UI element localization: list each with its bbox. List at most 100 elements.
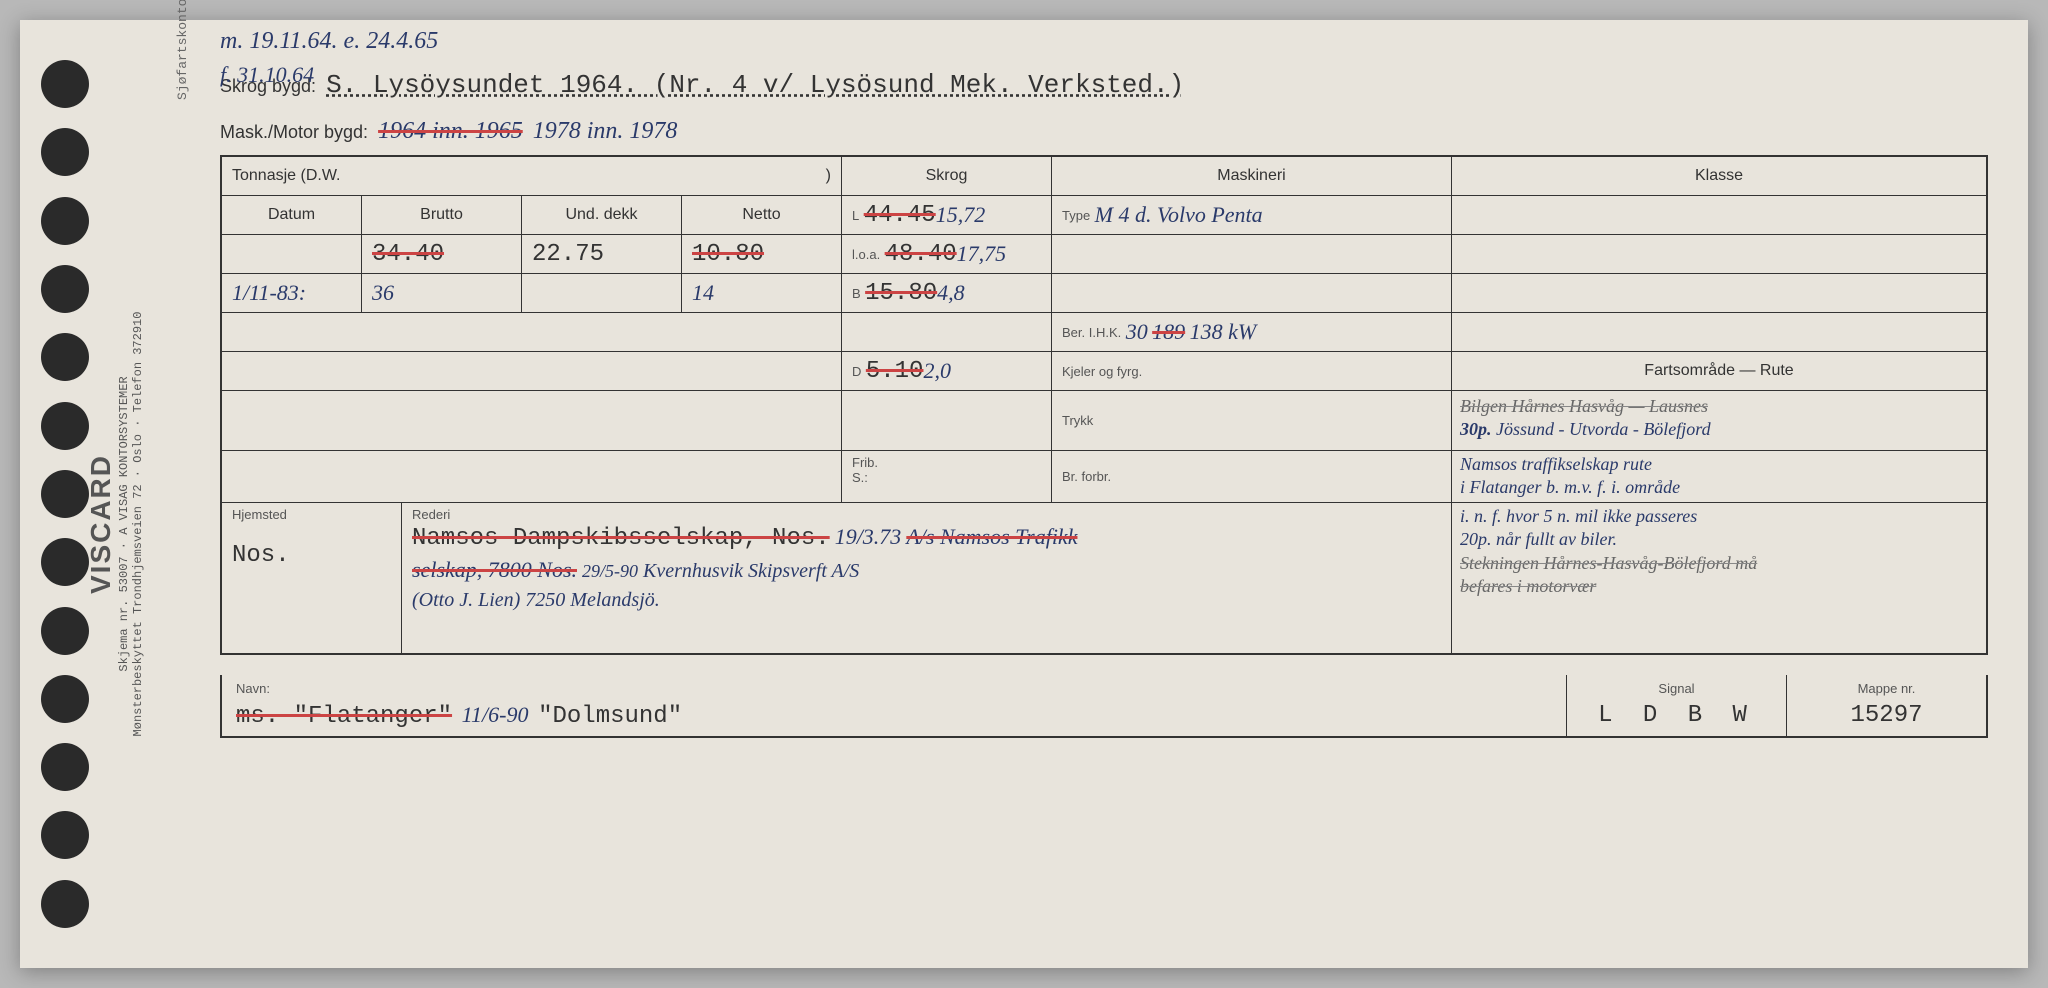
- annotation-top2: f. 31.10.64: [220, 62, 314, 88]
- route-2: Namsos traffikselskap rute: [1460, 453, 1652, 476]
- data-row-1: 34.40 22.75 10.80 l.o.a. 48.40 17,75: [222, 235, 1986, 274]
- brutto-2-val: 36: [372, 280, 394, 306]
- netto-2: 14: [682, 274, 842, 312]
- maskin-blank2: [1052, 274, 1452, 312]
- signal-cell: Signal L D B W: [1566, 675, 1786, 736]
- ihk-row: Ber. I.H.K. 30 189 138 kW: [222, 313, 1986, 352]
- skrog-bygd-line: Skrog bygd: S. Lysöysundet 1964. (Nr. 4 …: [220, 70, 1988, 100]
- mask-label: Mask./Motor bygd:: [220, 122, 368, 143]
- datum-2: 1/11-83:: [222, 274, 362, 312]
- loa-cell: l.o.a. 48.40 17,75: [842, 235, 1052, 273]
- mask-bygd-line: Mask./Motor bygd: 1964 inn. 1965 1978 in…: [220, 118, 1988, 145]
- signal-label: Signal: [1581, 681, 1772, 696]
- navn-value: "Dolmsund": [538, 703, 682, 730]
- hole: [41, 880, 89, 928]
- d-row: D 5.10 2,0 Kjeler og fyrg. Fartsområde —…: [222, 352, 1986, 391]
- mask-struck: 1964 inn. 1965: [378, 118, 523, 145]
- brutto-header: Brutto: [362, 196, 522, 234]
- header-row-1: Tonnasje (D.W. ) Skrog Maskineri Klasse: [222, 157, 1986, 196]
- hole: [41, 811, 89, 859]
- mappe-cell: Mappe nr. 15297: [1786, 675, 1986, 736]
- tonnage-blank: [222, 313, 842, 351]
- kjeler-cell: Kjeler og fyrg.: [1052, 352, 1452, 390]
- navn-struck: ms. "Flatanger": [236, 703, 452, 730]
- L-old: 44.45: [864, 202, 936, 229]
- hole: [41, 743, 89, 791]
- tonnasje-header: Tonnasje (D.W. ): [222, 157, 842, 195]
- s-label: S.:: [852, 470, 868, 485]
- brutto-1-val: 34.40: [372, 241, 444, 268]
- type-label: Type: [1062, 208, 1090, 223]
- navn-label: Navn:: [236, 681, 1552, 696]
- datum-1: [222, 235, 362, 273]
- und-2: [522, 274, 682, 312]
- tonnasje-label: Tonnasje (D.W.: [232, 167, 340, 185]
- klasse-blank2: [1452, 274, 1986, 312]
- route-1: 30p. 30p. Jössund - Utvorda - BölefjordJ…: [1460, 418, 1711, 441]
- data-row-2: 1/11-83: 36 14 B 15.80 4,8: [222, 274, 1986, 313]
- klasse-blank3: [1452, 313, 1986, 351]
- ihk-struck: 189: [1152, 319, 1185, 345]
- D-label: D: [852, 364, 861, 379]
- type-value: M 4 d. Volvo Penta: [1095, 202, 1263, 228]
- datum-header: Datum: [222, 196, 362, 234]
- datum-2-val: 1/11-83:: [232, 280, 306, 306]
- hjemsted-cell: Hjemsted Nos.: [222, 503, 402, 653]
- trykk-row: Trykk Bilgen Hårnes Hasvåg — Lausnes 30p…: [222, 391, 1986, 451]
- trykk-label: Trykk: [1062, 413, 1093, 428]
- route-0: Bilgen Hårnes Hasvåg — Lausnes: [1460, 395, 1708, 418]
- navn-date: 11/6-90: [462, 702, 529, 727]
- header-row-2: Datum Brutto Und. dekk Netto L 44.45 15,…: [222, 196, 1986, 235]
- rederi-2-struck: selskap, 7800 Nos.: [412, 557, 577, 582]
- maskin-blank1: [1052, 235, 1452, 273]
- hjemsted-row: Hjemsted Nos. Rederi Namsos Dampskibssel…: [222, 503, 1986, 653]
- rederi-1-struck: Namsos Dampskibsselskap, Nos.: [412, 525, 830, 552]
- kjeler-label: Kjeler og fyrg.: [1062, 364, 1142, 379]
- ihk-value: 138 kW: [1190, 319, 1257, 345]
- hole: [41, 265, 89, 313]
- skrog-header: Skrog: [842, 157, 1052, 195]
- B-old: 15.80: [865, 280, 937, 307]
- B-cell: B 15.80 4,8: [842, 274, 1052, 312]
- index-card: VISCARD Skjema nr. 53007 · A VISAG KONTO…: [20, 20, 2028, 968]
- hole: [41, 333, 89, 381]
- fartsomrade-cell: Bilgen Hårnes Hasvåg — Lausnes 30p. 30p.…: [1452, 391, 1986, 450]
- tonnage-blank4: [222, 451, 842, 502]
- rederi-cell: Rederi Namsos Dampskibsselskap, Nos. 19/…: [402, 503, 1452, 653]
- rederi-2-date: 29/5-90: [582, 561, 638, 581]
- L-cell: L 44.45 15,72: [842, 196, 1052, 234]
- frib-cell: Frib. S.:: [842, 451, 1052, 502]
- L-label: L: [852, 208, 859, 223]
- route-4: i. n. f. hvor 5 n. mil ikke passeres: [1460, 505, 1697, 528]
- rederi-1-hand: A/s Namsos Trafikk: [906, 524, 1077, 549]
- hjemsted-value: Nos.: [232, 542, 290, 569]
- hole: [41, 128, 89, 176]
- card-content: m. 19.11.64. e. 24.4.65 f. 31.10.64 Skro…: [110, 20, 2028, 968]
- hole: [41, 675, 89, 723]
- rederi-content: Namsos Dampskibsselskap, Nos. 19/3.73 A/…: [412, 522, 1077, 614]
- D-new: 2,0: [923, 358, 951, 384]
- hole: [41, 538, 89, 586]
- loa-old: 48.40: [885, 241, 957, 268]
- brutto-1: 34.40: [362, 235, 522, 273]
- trykk-cell: Trykk: [1052, 391, 1452, 450]
- tonnage-blank2: [222, 352, 842, 390]
- frib-label: Frib.: [852, 455, 878, 470]
- fartsomrade-cell2: Namsos traffikselskap rute i Flatanger b…: [1452, 451, 1986, 502]
- hole: [41, 197, 89, 245]
- hole: [41, 60, 89, 108]
- ihk-label: Ber. I.H.K.: [1062, 325, 1121, 340]
- route-7: befares i motorvær: [1460, 575, 1596, 598]
- type-cell: Type M 4 d. Volvo Penta: [1052, 196, 1452, 234]
- netto-1: 10.80: [682, 235, 842, 273]
- navn-cell: Navn: ms. "Flatanger" 11/6-90 "Dolmsund": [222, 675, 1566, 736]
- br-cell: Br. forbr.: [1052, 451, 1452, 502]
- hole: [41, 402, 89, 450]
- und-1: 22.75: [522, 235, 682, 273]
- mask-hand: 1978 inn. 1978: [533, 118, 678, 145]
- skrog-blank2: [842, 391, 1052, 450]
- br-label: Br. forbr.: [1062, 469, 1111, 484]
- ihk-30: 30: [1126, 319, 1148, 345]
- signal-value: L D B W: [1581, 702, 1772, 729]
- route-6: Stekningen Hårnes-Hasvåg-Bölefjord må: [1460, 552, 1757, 575]
